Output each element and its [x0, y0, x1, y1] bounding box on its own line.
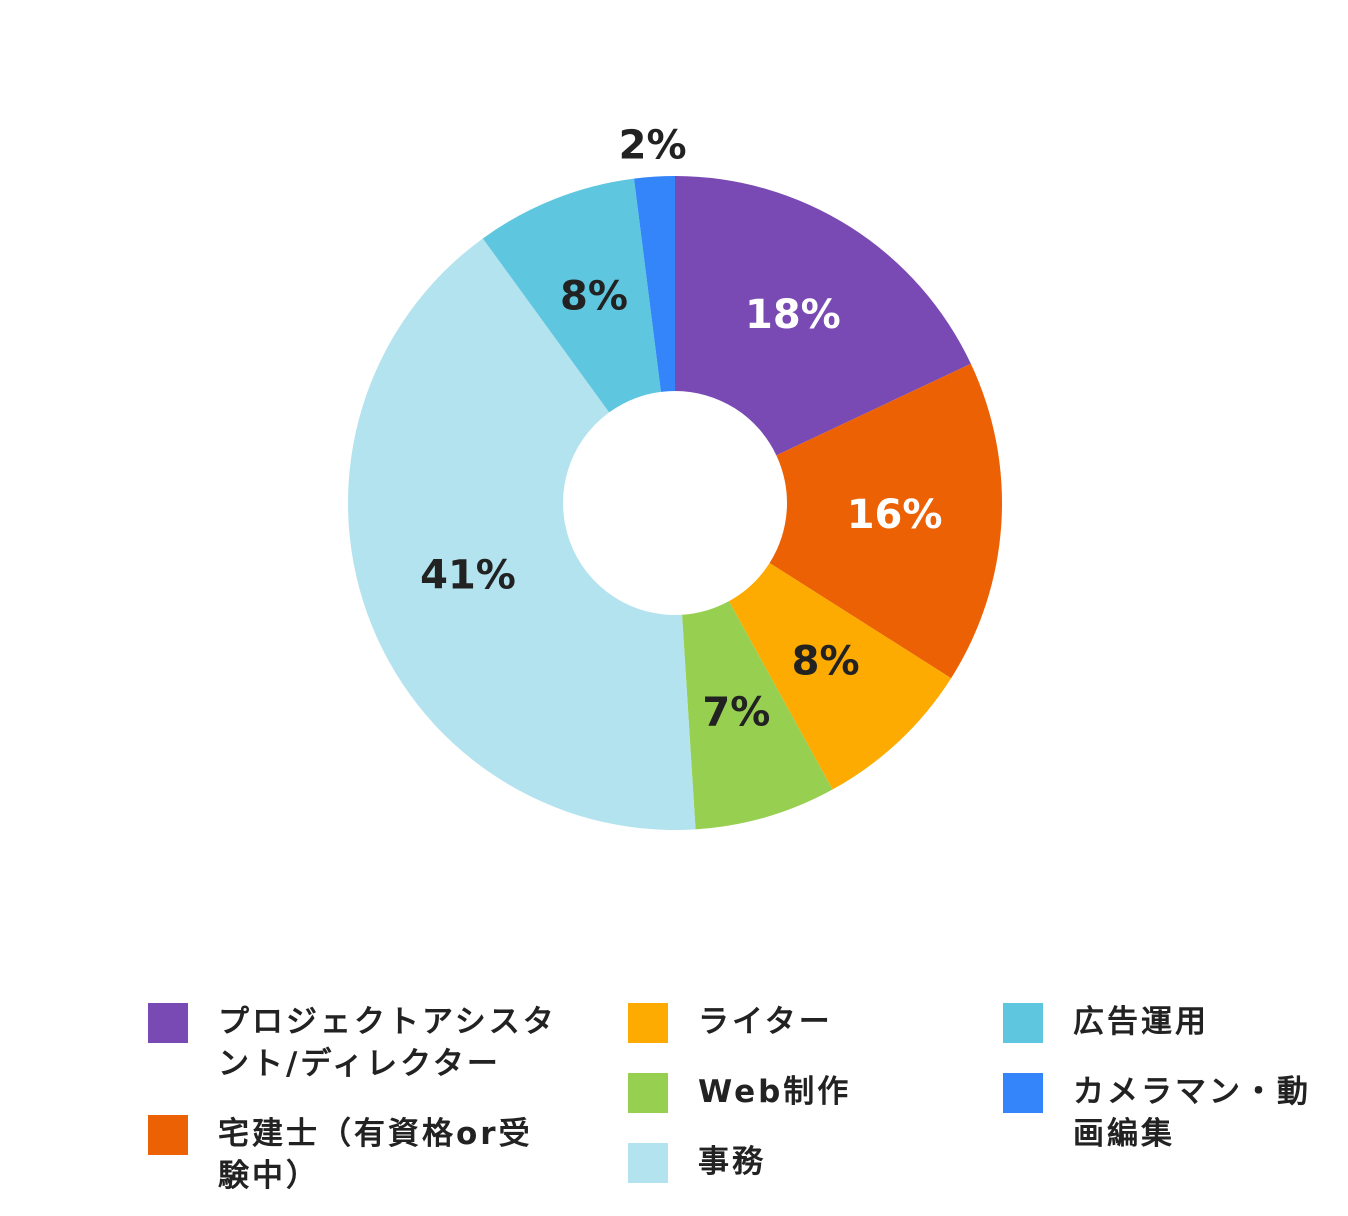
legend-swatch	[1003, 1073, 1043, 1113]
slice	[728, 563, 952, 790]
legend-swatch	[1003, 1003, 1043, 1043]
legend-label: 事務	[698, 1144, 766, 1180]
value-label: 8%	[560, 273, 628, 319]
legend-label: Web制作	[698, 1074, 852, 1110]
value-label: 16%	[847, 492, 943, 538]
slice	[482, 178, 661, 413]
legend-label: 広告運用	[1073, 1004, 1209, 1040]
value-label: 7%	[702, 689, 770, 735]
slice	[769, 363, 1002, 679]
legend-label: 宅建士（有資格or受験中）	[218, 1116, 533, 1194]
legend: プロジェクトアシスタント/ディレクター 宅建士（有資格or受験中） ライター Web制…	[148, 1003, 1313, 1197]
legend-column: ライター Web制作事務	[628, 1003, 938, 1197]
slice	[675, 176, 971, 456]
value-label: 18%	[745, 292, 841, 338]
legend-swatch	[148, 1003, 188, 1043]
legend-label: カメラマン・動画編集	[1073, 1074, 1311, 1152]
legend-item: カメラマン・動画編集	[1003, 1073, 1313, 1155]
legend-swatch	[148, 1115, 188, 1155]
legend-item: 広告運用	[1003, 1003, 1313, 1043]
value-label: 8%	[792, 638, 860, 684]
legend-label: ライター	[698, 1004, 833, 1040]
legend-swatch	[628, 1073, 668, 1113]
legend-item: Web制作	[628, 1073, 938, 1113]
slice	[348, 238, 696, 831]
legend-item: ライター	[628, 1003, 938, 1043]
value-label: 2%	[619, 123, 687, 169]
legend-item: 事務	[628, 1143, 938, 1183]
chart: 18% 16% 8% 7% 41% 8% 2%	[348, 123, 1002, 831]
legend-column: プロジェクトアシスタント/ディレクター 宅建士（有資格or受験中）	[148, 1003, 563, 1197]
legend-item: 宅建士（有資格or受験中）	[148, 1115, 563, 1197]
legend-swatch	[628, 1143, 668, 1183]
value-label: 41%	[420, 553, 516, 599]
legend-column: 広告運用カメラマン・動画編集	[1003, 1003, 1313, 1197]
slice	[634, 176, 675, 392]
legend-swatch	[628, 1003, 668, 1043]
legend-item: プロジェクトアシスタント/ディレクター	[148, 1003, 563, 1085]
legend-label: プロジェクトアシスタント/ディレクター	[218, 1004, 557, 1082]
slice	[682, 601, 833, 830]
